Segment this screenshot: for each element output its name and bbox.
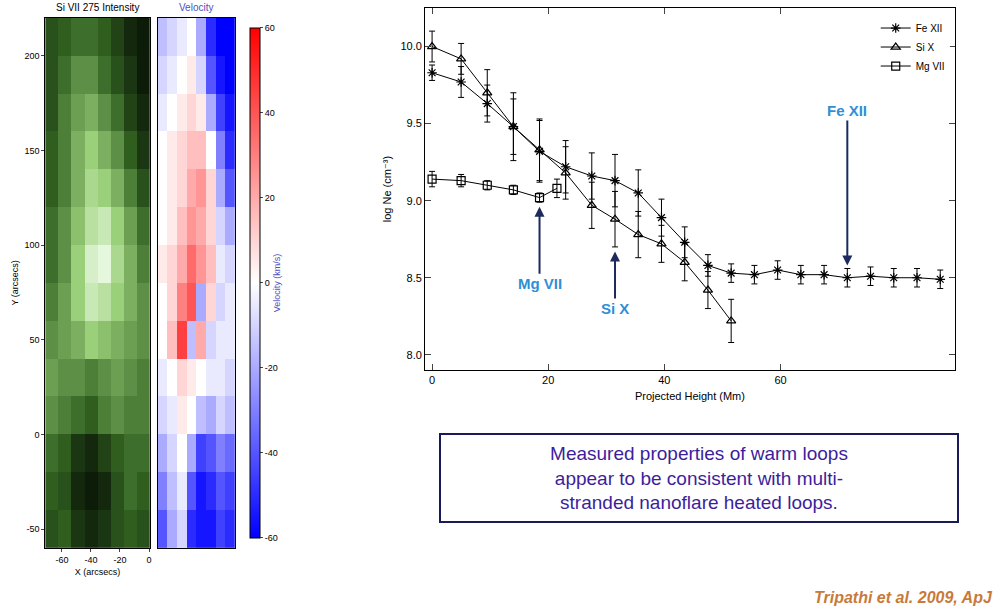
- svg-text:60: 60: [265, 23, 275, 33]
- svg-text:10.0: 10.0: [400, 40, 421, 52]
- svg-text:-20: -20: [265, 363, 278, 373]
- svg-text:Measured properties of warm lo: Measured properties of warm loopsappear …: [550, 443, 848, 513]
- svg-text:8.0: 8.0: [407, 349, 422, 361]
- svg-text:X (arcsecs): X (arcsecs): [75, 567, 121, 577]
- svg-text:100: 100: [24, 240, 39, 250]
- svg-text:Velocity (km/s): Velocity (km/s): [272, 254, 282, 313]
- svg-text:Si X: Si X: [601, 300, 629, 317]
- svg-text:Y (arcsecs): Y (arcsecs): [10, 260, 20, 305]
- svg-text:-40: -40: [84, 555, 97, 565]
- svg-text:9.5: 9.5: [407, 117, 422, 129]
- svg-text:50: 50: [29, 335, 39, 345]
- svg-text:-20: -20: [113, 555, 126, 565]
- svg-text:0: 0: [429, 374, 435, 386]
- svg-text:-50: -50: [26, 524, 39, 534]
- svg-text:20: 20: [265, 193, 275, 203]
- svg-text:20: 20: [542, 374, 554, 386]
- svg-text:Si X: Si X: [916, 42, 935, 53]
- svg-text:Projected Height (Mm): Projected Height (Mm): [635, 390, 745, 402]
- svg-text:Fe XII: Fe XII: [827, 102, 867, 119]
- svg-text:Mg VII: Mg VII: [518, 275, 562, 292]
- svg-text:60: 60: [774, 374, 786, 386]
- svg-text:150: 150: [24, 146, 39, 156]
- svg-text:Fe XII: Fe XII: [916, 23, 943, 34]
- svg-text:-40: -40: [265, 448, 278, 458]
- svg-text:Tripathi et al. 2009, ApJ: Tripathi et al. 2009, ApJ: [814, 589, 993, 606]
- svg-text:log Ne (cm⁻³): log Ne (cm⁻³): [381, 156, 393, 222]
- svg-text:0: 0: [265, 278, 270, 288]
- svg-text:Velocity: Velocity: [179, 2, 213, 13]
- svg-text:Si VII 275 Intensity: Si VII 275 Intensity: [56, 2, 139, 13]
- svg-text:-60: -60: [55, 555, 68, 565]
- svg-text:-60: -60: [265, 533, 278, 543]
- svg-text:9.0: 9.0: [407, 195, 422, 207]
- svg-text:40: 40: [265, 108, 275, 118]
- svg-text:0: 0: [147, 555, 152, 565]
- svg-text:0: 0: [34, 430, 39, 440]
- svg-text:200: 200: [24, 51, 39, 61]
- svg-text:40: 40: [658, 374, 670, 386]
- svg-text:8.5: 8.5: [407, 272, 422, 284]
- svg-text:Mg VII: Mg VII: [916, 61, 945, 72]
